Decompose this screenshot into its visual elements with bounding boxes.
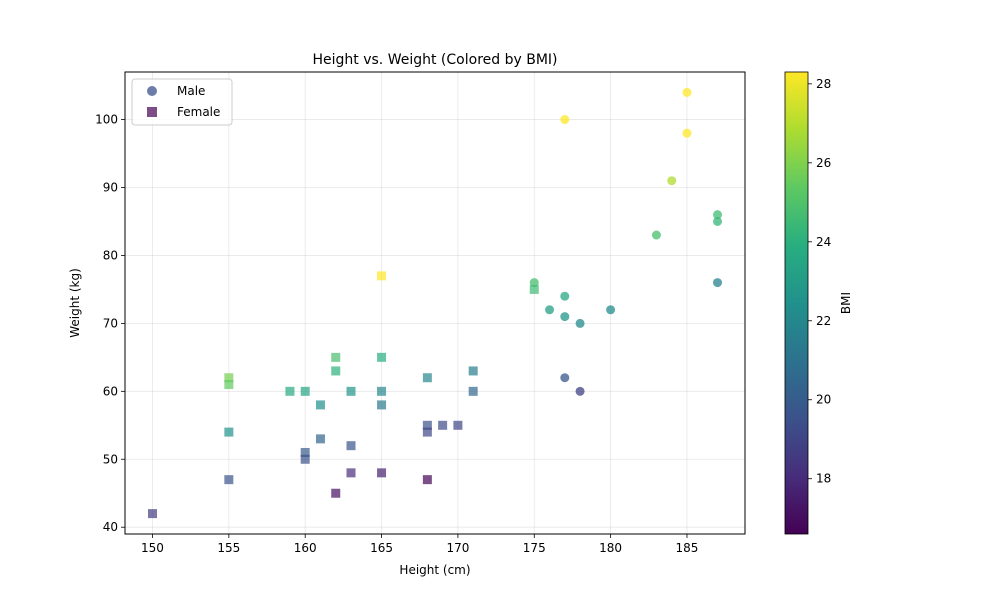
y-tick-label: 40	[103, 520, 118, 534]
y-tick-label: 100	[95, 113, 118, 127]
x-tick-label: 170	[446, 541, 469, 555]
male-point	[713, 278, 723, 288]
x-axis-ticks: 150 155 160 165 170 175 180 185	[141, 534, 698, 555]
female-point	[377, 400, 387, 410]
male-point	[560, 291, 570, 301]
female-point	[438, 420, 448, 430]
female-point	[422, 373, 432, 383]
male-point	[545, 305, 555, 315]
female-point	[468, 366, 478, 376]
x-tick-label: 185	[676, 541, 699, 555]
female-point	[346, 386, 356, 396]
colorbar-gradient	[784, 71, 809, 535]
female-point	[224, 427, 234, 437]
colorbar-tick-label: 22	[816, 314, 831, 328]
x-tick-label: 160	[294, 541, 317, 555]
male-point	[529, 278, 539, 288]
colorbar-ticks: 18 20 22 24 26 28	[808, 77, 831, 486]
y-tick-label: 70	[103, 316, 118, 330]
female-point	[224, 475, 234, 485]
y-tick-label: 90	[103, 181, 118, 195]
x-tick-label: 150	[141, 541, 164, 555]
y-axis-ticks: 40 50 60 70 80 90 100	[95, 113, 125, 534]
legend-label-female: Female	[177, 105, 220, 119]
female-point	[315, 400, 325, 410]
colorbar-tick-label: 18	[816, 472, 831, 486]
male-point	[682, 128, 692, 138]
male-point	[560, 312, 570, 322]
plot-frame	[124, 71, 746, 535]
male-point	[713, 210, 723, 220]
male-point	[560, 115, 570, 125]
colorbar-tick-label: 26	[816, 156, 831, 170]
female-point	[331, 352, 341, 362]
female-point	[468, 386, 478, 396]
female-point	[377, 386, 387, 396]
legend-marker-female	[147, 107, 157, 117]
female-point	[422, 427, 432, 437]
female-point	[300, 447, 310, 457]
male-point	[667, 176, 677, 186]
female-point	[346, 441, 356, 451]
male-point	[560, 373, 570, 383]
female-point	[529, 284, 539, 294]
grid	[125, 72, 745, 534]
female-point	[285, 386, 295, 396]
x-tick-label: 155	[217, 541, 240, 555]
female-point	[377, 271, 387, 281]
x-tick-label: 175	[523, 541, 546, 555]
female-point	[453, 420, 463, 430]
male-point	[713, 216, 723, 226]
female-point	[300, 386, 310, 396]
female-point	[224, 373, 234, 383]
female-point	[422, 475, 432, 485]
female-point	[377, 468, 387, 478]
female-point	[331, 366, 341, 376]
male-point	[651, 230, 661, 240]
female-point	[224, 380, 234, 390]
male-point	[682, 87, 692, 97]
legend-label-male: Male	[177, 84, 205, 98]
colorbar-tick-label: 28	[816, 77, 831, 91]
y-tick-label: 50	[103, 452, 118, 466]
female-point	[377, 352, 387, 362]
female-point	[331, 488, 341, 498]
female-point	[422, 420, 432, 430]
male-point	[606, 305, 616, 315]
female-point	[300, 454, 310, 464]
x-tick-label: 165	[370, 541, 393, 555]
x-tick-label: 180	[599, 541, 622, 555]
y-axis-label: Weight (kg)	[68, 268, 82, 338]
colorbar-tick-label: 24	[816, 235, 831, 249]
x-axis-label: Height (cm)	[399, 563, 470, 577]
data-points	[147, 87, 723, 519]
female-point	[346, 468, 356, 478]
chart-title: Height vs. Weight (Colored by BMI)	[313, 52, 558, 68]
female-point	[147, 509, 157, 519]
legend-marker-male	[147, 86, 157, 96]
male-point	[575, 318, 585, 328]
male-point	[575, 386, 585, 396]
colorbar-tick-label: 20	[816, 393, 831, 407]
legend: Male Female	[131, 78, 233, 126]
colorbar-label: BMI	[839, 292, 853, 314]
colorbar: 18 20 22 24 26 28 BMI	[784, 71, 853, 535]
y-tick-label: 80	[103, 248, 118, 262]
female-point	[315, 434, 325, 444]
y-tick-label: 60	[103, 384, 118, 398]
